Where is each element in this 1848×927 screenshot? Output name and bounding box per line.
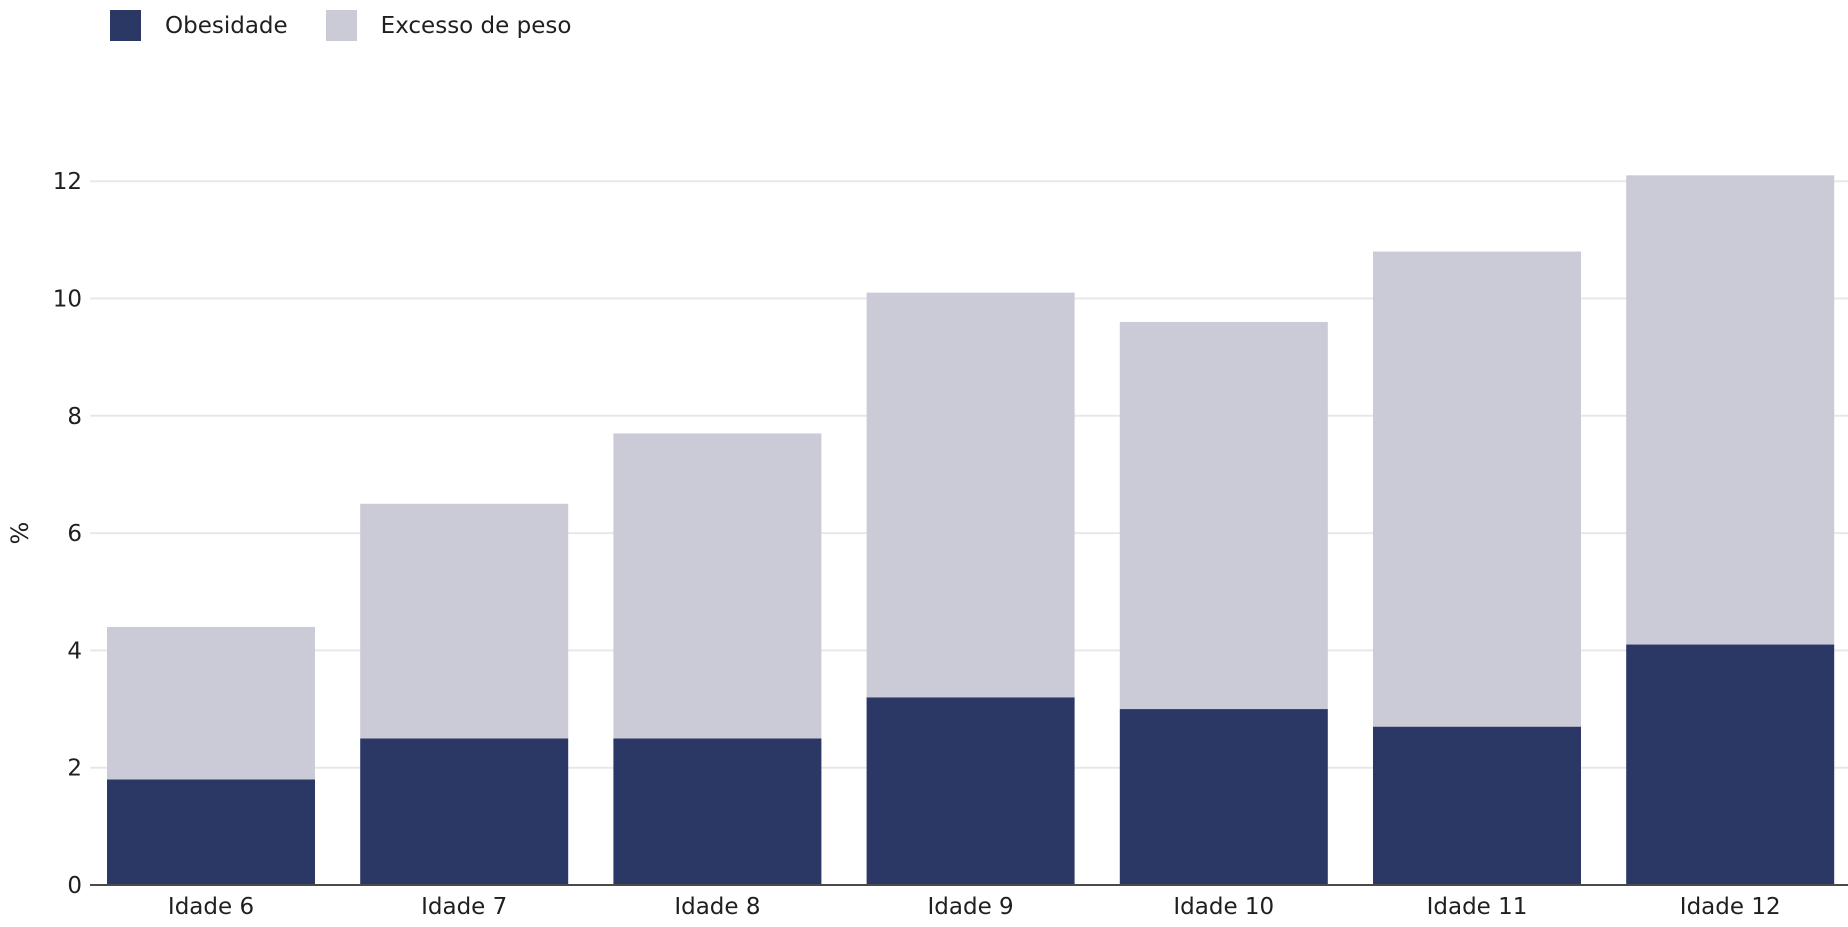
y-tick-labels: 0 2 4 6 8 10 12 — [53, 169, 82, 899]
bar-obesidade-6[interactable] — [1373, 726, 1581, 885]
y-tick-label: 0 — [67, 873, 82, 899]
y-axis-title: % — [6, 522, 34, 545]
legend-swatch-obesidade — [110, 10, 141, 41]
y-tick-label: 4 — [67, 638, 82, 664]
y-tick-label: 6 — [67, 521, 82, 547]
x-tick-label: Idade 12 — [1680, 894, 1781, 920]
x-tick-label: Idade 8 — [674, 894, 760, 920]
bar-excesso-de-peso-6[interactable] — [1373, 251, 1581, 727]
y-tick-label: 2 — [67, 756, 82, 782]
bar-obesidade-5[interactable] — [1119, 709, 1328, 885]
bar-obesidade-7[interactable] — [1626, 644, 1835, 885]
bar-obesidade-4[interactable] — [866, 697, 1075, 885]
bar-excesso-de-peso-1[interactable] — [107, 626, 315, 780]
legend-item-obesidade[interactable]: Obesidade — [110, 10, 288, 41]
bar-excesso-de-peso-5[interactable] — [1119, 321, 1328, 710]
y-tick-label: 12 — [53, 169, 82, 195]
legend-swatch-excesso-de-peso — [325, 10, 357, 41]
x-tick-label: Idade 6 — [168, 894, 254, 920]
x-tick-label: Idade 9 — [928, 894, 1014, 920]
bar-obesidade-2[interactable] — [360, 738, 569, 885]
x-tick-label: Idade 7 — [421, 894, 507, 920]
bar-excesso-de-peso-3[interactable] — [613, 433, 822, 739]
y-tick-label: 8 — [67, 404, 82, 430]
bars — [107, 175, 1835, 885]
bar-excesso-de-peso-2[interactable] — [360, 503, 569, 739]
x-tick-label: Idade 10 — [1173, 894, 1274, 920]
legend-item-excesso-de-peso[interactable]: Excesso de peso — [325, 10, 572, 41]
legend-label-excesso-de-peso: Excesso de peso — [380, 12, 572, 39]
legend-label-obesidade: Obesidade — [165, 12, 288, 39]
bar-obesidade-3[interactable] — [613, 738, 822, 885]
bar-obesidade-1[interactable] — [107, 779, 315, 885]
x-tick-label: Idade 11 — [1427, 894, 1528, 920]
y-tick-label: 10 — [53, 287, 82, 313]
x-tick-labels: Idade 6 Idade 7 Idade 8 Idade 9 Idade 10 Idad… — [168, 894, 1781, 920]
legend: Obesidade Excesso de peso — [110, 10, 571, 41]
bar-excesso-de-peso-7[interactable] — [1626, 175, 1835, 645]
bar-excesso-de-peso-4[interactable] — [866, 292, 1075, 698]
